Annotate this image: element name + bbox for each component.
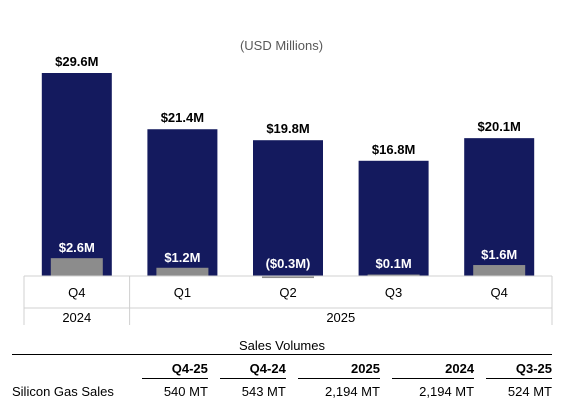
bars-layer: $29.6M $2.6M $21.4M $1.2M $19.8M ($0.3M) $16.8… [41, 54, 535, 279]
bar [253, 140, 323, 276]
inner-bar-label: $1.2M [164, 250, 200, 265]
inner-bar-label: $2.6M [59, 240, 95, 255]
bar-value-label: $20.1M [478, 119, 521, 134]
volumes-header-row: Q4-25 Q4-24 2025 2024 Q3-25 [12, 361, 552, 379]
inner-bar-label: $0.1M [376, 256, 412, 271]
bar-value-label: $21.4M [161, 110, 204, 125]
volumes-cell: 540 MT [163, 384, 208, 399]
volumes-cell: 524 MT [507, 384, 552, 399]
inner-bar-label: $1.6M [481, 247, 517, 262]
category-label: Q2 [279, 285, 296, 300]
volumes-cell: 2,194 MT [325, 384, 380, 399]
category-label: Q1 [174, 285, 191, 300]
volumes-row-label: Silicon Gas Sales [12, 383, 114, 399]
group-label: 2024 [62, 310, 91, 325]
sales-volumes-table: Q4-25 Q4-24 2025 2024 Q3-25 Silicon Gas … [12, 361, 552, 399]
volumes-col-header: Q4-24 [219, 361, 286, 379]
inner-bar-label: ($0.3M) [266, 256, 311, 271]
unit-note: (USD Millions) [239, 38, 324, 53]
volumes-col-header: 2025 [297, 361, 380, 379]
group-label: 2025 [326, 310, 355, 325]
inner-bar [367, 274, 420, 276]
volumes-cell: 2,194 MT [419, 384, 475, 399]
volumes-cell: 543 MT [241, 384, 286, 399]
inner-bar [473, 265, 526, 276]
table-row: Silicon Gas Sales 540 MT 543 MT 2,194 MT… [12, 379, 552, 399]
sales-volumes-rule [12, 354, 552, 355]
bar [41, 73, 112, 276]
bar-value-label: $19.8M [266, 121, 309, 136]
bar-value-label: $29.6M [55, 54, 98, 69]
bar-value-label: $16.8M [372, 142, 415, 157]
volumes-col-header: 2024 [391, 361, 475, 379]
bar-chart: $29.6M $2.6M $21.4M $1.2M $19.8M ($0.3M) $16.8… [23, 54, 553, 325]
bar [464, 138, 535, 276]
inner-bar [156, 267, 209, 276]
sales-volumes-title: Sales Volumes [239, 338, 325, 353]
category-axis: Q4 Q1 Q2 Q3 Q4 2024 2025 [23, 275, 553, 325]
category-label: Q4 [491, 285, 508, 300]
inner-bar [262, 276, 314, 279]
volumes-header-spacer [12, 361, 142, 379]
bar [358, 160, 429, 276]
category-label: Q3 [385, 285, 402, 300]
inner-bar [50, 258, 103, 276]
category-label: Q4 [68, 285, 85, 300]
volumes-col-header: Q3-25 [486, 361, 552, 379]
volumes-col-header: Q4-25 [142, 361, 208, 379]
bar [147, 129, 218, 276]
